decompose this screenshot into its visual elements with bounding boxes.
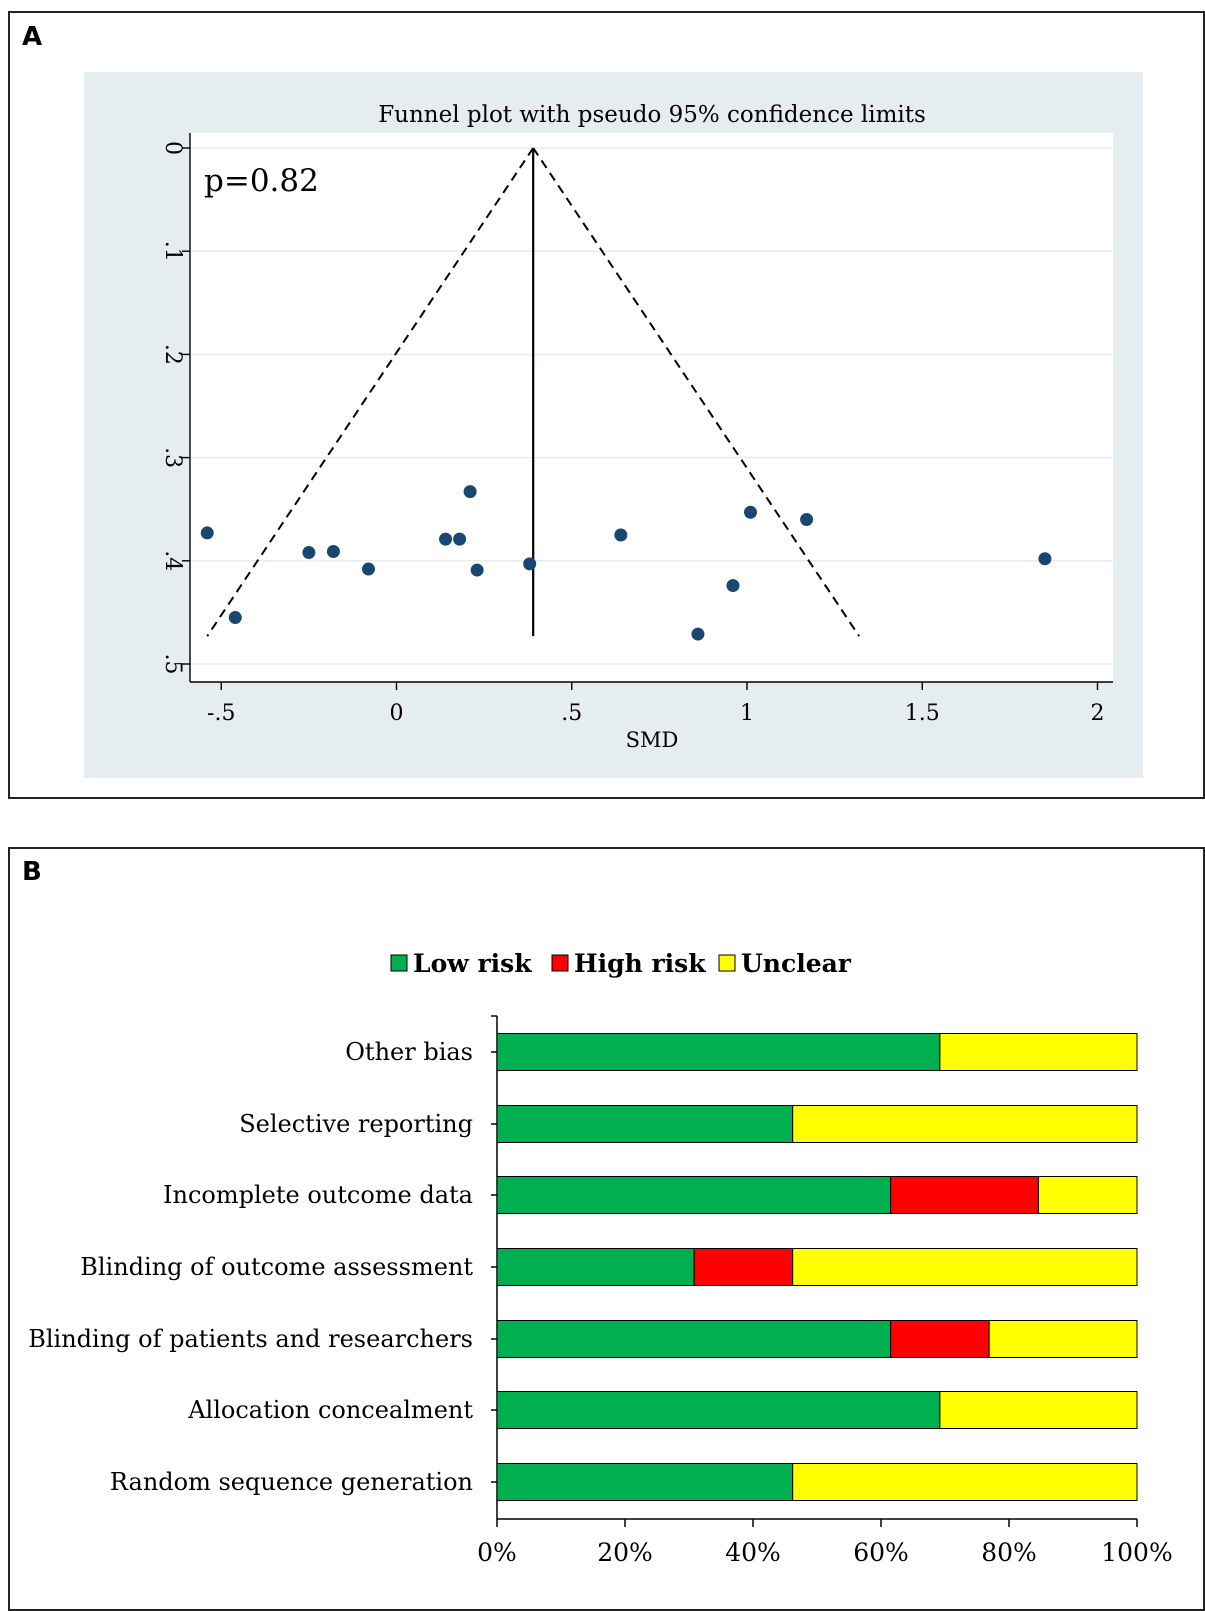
bar-segment [792, 1105, 1138, 1143]
x-tick-label: 2 [1091, 701, 1105, 726]
bar-segment [496, 1105, 794, 1143]
y-tick-label: .3 [160, 447, 185, 468]
study-point [326, 545, 340, 559]
bar-x-tick-label: 100% [1101, 1538, 1172, 1567]
bar-segment [693, 1248, 794, 1286]
study-point [302, 546, 316, 560]
bar-segment [496, 1463, 794, 1501]
study-point [614, 528, 628, 542]
category-label: Blinding of outcome assessment [80, 1253, 473, 1281]
study-point [453, 532, 467, 546]
y-tick-label: .1 [160, 241, 185, 262]
study-point [523, 557, 537, 571]
chart-title: Funnel plot with pseudo 95% confidence l… [378, 102, 926, 128]
legend-swatch [551, 954, 569, 972]
legend-label: High risk [574, 949, 706, 978]
legend-label: Low risk [413, 949, 532, 978]
bar-segment [939, 1391, 1138, 1429]
category-label: Incomplete outcome data [163, 1181, 473, 1209]
study-point [439, 532, 453, 546]
study-point [1038, 552, 1052, 566]
legend-swatch [390, 954, 408, 972]
bar-segment [792, 1248, 1138, 1286]
bar-x-tick-label: 40% [725, 1538, 781, 1567]
y-tick-label: .4 [160, 550, 185, 571]
study-point [726, 579, 740, 593]
y-tick-label: .2 [160, 344, 185, 365]
category-label: Other bias [345, 1038, 473, 1066]
ci-limit-left [206, 147, 535, 637]
study-point [200, 526, 214, 540]
bar-segment [496, 1176, 892, 1214]
ci-limit-right [532, 147, 860, 637]
study-point [691, 627, 705, 641]
bar-segment [496, 1320, 892, 1358]
study-point [744, 505, 758, 519]
bar-segment [496, 1391, 941, 1429]
study-point [800, 513, 814, 527]
x-tick-label: 1.5 [905, 701, 940, 726]
study-point [463, 485, 477, 499]
bar-segment [939, 1033, 1138, 1071]
category-label: Allocation concealment [187, 1396, 473, 1424]
bar-x-tick-label: 60% [853, 1538, 909, 1567]
x-axis-label: SMD [626, 728, 679, 752]
bar-segment [1037, 1176, 1138, 1214]
bar-x-tick-label: 0% [477, 1538, 517, 1567]
bar-segment [496, 1033, 941, 1071]
y-tick-label: 0 [160, 141, 185, 155]
bar-segment [890, 1320, 990, 1358]
y-tick-label: .5 [160, 654, 185, 675]
study-point [228, 611, 242, 625]
category-label: Selective reporting [239, 1110, 473, 1138]
x-tick-label: -.5 [207, 701, 235, 726]
plot-area [190, 133, 1113, 682]
legend-swatch [718, 954, 736, 972]
x-tick-label: 0 [390, 701, 404, 726]
legend-label: Unclear [741, 949, 852, 978]
panel-b-letter: B [22, 857, 42, 887]
x-tick-label: 1 [740, 701, 754, 726]
study-point [361, 562, 375, 576]
p-value-annotation: p=0.82 [204, 163, 319, 199]
bar-x-tick-label: 80% [981, 1538, 1037, 1567]
bar-x-tick-label: 20% [597, 1538, 653, 1567]
bar-segment [988, 1320, 1138, 1358]
bar-segment [496, 1248, 695, 1286]
category-label: Random sequence generation [110, 1468, 473, 1496]
panel-a-letter: A [22, 22, 43, 52]
category-label: Blinding of patients and researchers [28, 1325, 473, 1353]
x-tick-label: .5 [561, 701, 582, 726]
bar-segment [890, 1176, 1039, 1214]
bar-segment [792, 1463, 1138, 1501]
study-point [470, 563, 484, 577]
